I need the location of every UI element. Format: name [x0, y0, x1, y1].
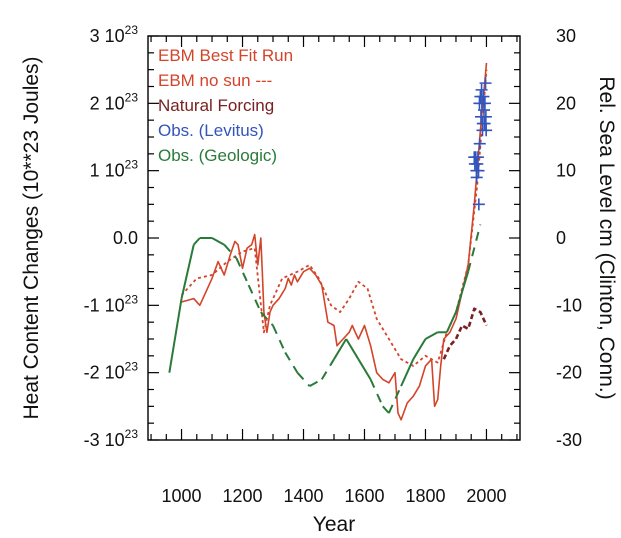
left-y-tick-exponent: 23 [125, 360, 139, 374]
right-y-axis-title: Rel. Sea Level cm (Clinton, Conn.) [595, 76, 618, 399]
obs-geologic-segment [333, 338, 348, 360]
series-layer [168, 62, 493, 421]
obs-geologic-segment [235, 257, 250, 286]
left-y-tick-exponent: 23 [125, 427, 139, 441]
obs-geologic-segment [260, 311, 274, 327]
obs-geologic-segment [387, 385, 402, 414]
legend: EBM Best Fit Run EBM no sun --- Natural Fo… [158, 46, 293, 165]
left-y-tick-mantissa: 2 10 [90, 93, 125, 113]
obs-levitus-marker [479, 110, 492, 123]
right-y-axis-tick-labels: 30 20 10 0 -10 -20 -30 [556, 26, 582, 450]
obs-levitus-marker [471, 151, 484, 164]
obs-geologic-segment [445, 311, 457, 333]
left-y-tick-mantissa: 3 10 [90, 26, 125, 46]
right-y-tick-label: -10 [556, 295, 582, 315]
x-tick-label: 1600 [344, 486, 384, 506]
legend-entry: Natural Forcing [158, 96, 274, 115]
obs-geologic-segment [455, 271, 470, 313]
x-tick-label: 1800 [405, 486, 445, 506]
right-y-tick-label: 0 [556, 228, 566, 248]
obs-geologic-segment [223, 244, 238, 259]
obs-geologic-segment [345, 338, 360, 360]
obs-levitus-marker [472, 164, 485, 177]
obs-levitus-marker [470, 171, 483, 184]
left-y-tick-label: 1 1023 [90, 158, 139, 181]
legend-entry: Obs. (Levitus) [158, 121, 264, 140]
obs-geologic-segment [296, 371, 311, 387]
x-axis-tick-labels: 1000 1200 1400 1600 1800 2000 [162, 486, 507, 506]
obs-levitus-marker [472, 198, 485, 211]
obs-geologic-segment [424, 331, 439, 340]
ebm-best-fit-run-line [181, 62, 488, 421]
left-y-tick-label: -1 1023 [84, 292, 139, 315]
legend-entry: Obs. (Geologic) [158, 146, 277, 165]
left-y-tick-label: 3 1023 [90, 23, 139, 46]
left-y-tick-label: 2 1023 [90, 90, 139, 113]
natural-forcing-line [442, 307, 488, 360]
x-tick-label: 1200 [223, 486, 263, 506]
obs-levitus-marker [473, 137, 486, 150]
obs-geologic-segment [284, 351, 299, 374]
obs-geologic-segment [168, 298, 183, 373]
x-tick-label: 1000 [162, 486, 202, 506]
left-y-tick-mantissa: -3 10 [84, 430, 125, 450]
left-y-tick-mantissa: 0.0 [113, 228, 138, 248]
x-axis-title: Year [313, 513, 355, 536]
obs-levitus-marker [478, 104, 491, 117]
obs-geologic-segment [412, 338, 427, 360]
right-y-tick-label: -30 [556, 430, 582, 450]
obs-levitus-marker [479, 77, 492, 90]
obs-geologic-segment [309, 378, 323, 388]
obs-geologic-segment [357, 358, 372, 380]
ebm-no-sun-line [180, 69, 488, 367]
obs-geologic-segment [400, 358, 415, 387]
left-y-axis-title: Heat Content Changes (10**23 Joules) [20, 56, 43, 419]
left-y-tick-label: -2 1023 [84, 360, 139, 383]
obs-geologic-segment [180, 244, 195, 299]
left-y-tick-label: 0.0 [113, 228, 138, 248]
right-y-tick-label: 10 [556, 161, 576, 181]
left-y-tick-mantissa: -1 10 [84, 295, 125, 315]
obs-geologic-segment [467, 224, 482, 272]
left-y-tick-mantissa: 1 10 [90, 161, 125, 181]
legend-entry: EBM no sun --- [158, 71, 272, 90]
left-y-tick-exponent: 23 [125, 292, 139, 306]
left-y-tick-exponent: 23 [125, 23, 139, 37]
obs-geologic-segment [247, 284, 262, 313]
legend-entry: EBM Best Fit Run [158, 46, 293, 65]
left-y-tick-mantissa: -2 10 [84, 363, 125, 383]
obs-geologic-segment [272, 325, 287, 353]
left-y-tick-label: -3 1023 [84, 427, 139, 450]
obs-geologic-segment [211, 237, 225, 246]
x-axis-ticks [150, 36, 518, 440]
obs-geologic-segment [320, 358, 335, 380]
obs-geologic-segment [192, 237, 201, 246]
right-y-tick-label: -20 [556, 363, 582, 383]
right-y-tick-label: 20 [556, 93, 576, 113]
obs-levitus-marker [478, 117, 491, 130]
obs-levitus-marker [477, 90, 490, 103]
obs-levitus-marker [475, 83, 488, 96]
obs-geologic-segment [369, 378, 384, 407]
obs-geologic-segment [382, 405, 390, 414]
x-tick-label: 2000 [466, 486, 506, 506]
obs-levitus-marker [478, 97, 491, 110]
right-y-axis-ticks [509, 35, 520, 441]
left-y-axis-ticks [148, 35, 159, 441]
x-tick-label: 1400 [283, 486, 323, 506]
left-y-tick-exponent: 23 [125, 90, 139, 104]
left-y-tick-exponent: 23 [125, 158, 139, 172]
obs-levitus-marker [480, 124, 493, 137]
right-y-tick-label: 30 [556, 26, 576, 46]
